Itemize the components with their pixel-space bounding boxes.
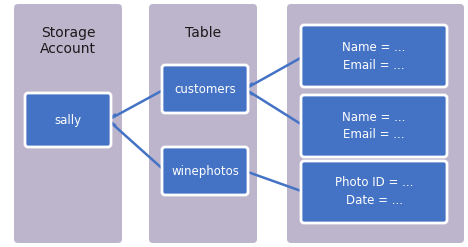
Text: Photo ID = ...
Date = ...: Photo ID = ... Date = ... (335, 177, 413, 207)
FancyBboxPatch shape (301, 161, 447, 223)
Text: Table: Table (185, 26, 221, 40)
Text: customers: customers (174, 82, 236, 96)
Text: winephotos: winephotos (171, 165, 239, 178)
FancyBboxPatch shape (25, 93, 111, 147)
FancyBboxPatch shape (301, 95, 447, 157)
Text: Name = ...
Email = ...: Name = ... Email = ... (342, 110, 406, 142)
FancyBboxPatch shape (162, 147, 248, 195)
FancyBboxPatch shape (287, 4, 464, 243)
FancyBboxPatch shape (162, 65, 248, 113)
FancyBboxPatch shape (14, 4, 122, 243)
Text: Entity: Entity (355, 26, 396, 40)
FancyBboxPatch shape (301, 25, 447, 87)
FancyBboxPatch shape (149, 4, 257, 243)
Text: Storage
Account: Storage Account (40, 26, 96, 56)
Text: sally: sally (54, 114, 81, 126)
Text: Name = ...
Email = ...: Name = ... Email = ... (342, 41, 406, 71)
